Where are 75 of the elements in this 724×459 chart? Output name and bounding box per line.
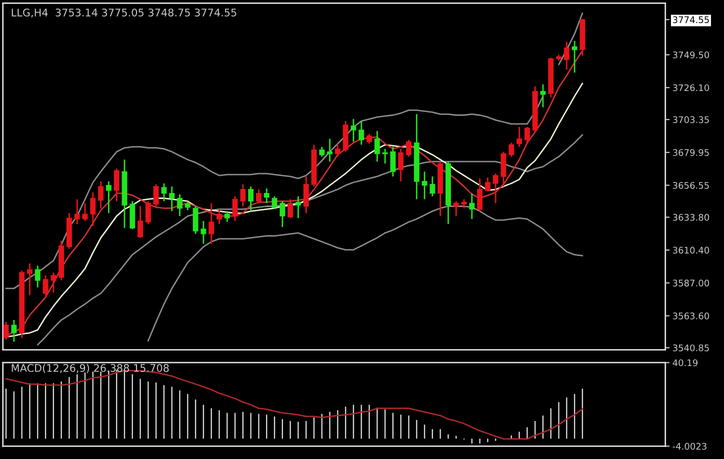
candlestick [295, 196, 301, 219]
y-tick-label: 3610.40 [672, 246, 710, 254]
candlestick [153, 184, 159, 209]
y-tick-label: 3749.50 [672, 51, 710, 58]
candlestick [3, 321, 9, 340]
candlestick [492, 172, 498, 204]
candlestick [390, 146, 396, 178]
candlestick [398, 148, 404, 182]
candlestick [114, 168, 120, 202]
candlestick [232, 196, 238, 222]
y-tick-label: 3703.35 [672, 116, 709, 124]
y-tick-label: -4.0023 [672, 442, 706, 450]
candlestick [11, 319, 17, 342]
y-tick-label: 3656.55 [672, 182, 709, 189]
y-tick-label: 3563.60 [672, 312, 710, 320]
candlestick [540, 84, 546, 108]
candlestick [240, 184, 246, 207]
y-tick-label: 3679.95 [672, 149, 709, 156]
candlestick [453, 200, 459, 217]
candlestick [98, 180, 104, 209]
candlestick [406, 139, 412, 158]
candlestick [319, 146, 325, 158]
candlestick [572, 40, 578, 74]
candlestick [358, 120, 364, 146]
candlestick [82, 202, 88, 222]
candlestick [272, 196, 278, 210]
candlestick [422, 170, 428, 200]
candlestick [280, 200, 286, 228]
candlestick [508, 142, 514, 158]
candlestick [192, 206, 198, 235]
candlestick [216, 208, 222, 225]
candlestick [224, 210, 230, 223]
y-tick-label: 3774.55 [672, 16, 709, 24]
candlestick [484, 176, 490, 192]
candlestick [161, 182, 167, 202]
candlestick [208, 202, 214, 244]
y-tick-label: 3540.85 [672, 344, 709, 352]
candlestick [564, 41, 570, 70]
candlestick [382, 148, 388, 164]
candlestick [303, 176, 309, 214]
candlestick [477, 178, 483, 212]
candlestick [90, 192, 96, 227]
candlestick [334, 143, 340, 158]
candlestick [500, 151, 506, 188]
candlestick [27, 262, 32, 296]
candlestick [74, 198, 80, 225]
candlestick [256, 188, 262, 204]
line-series [36, 134, 584, 346]
candlestick [138, 206, 143, 239]
chart-title: LLG,H4 3753.14 3775.05 3748.75 3774.55 [12, 8, 236, 18]
y-tick-label: 3726.10 [672, 84, 710, 92]
candlestick [366, 133, 372, 144]
y-tick-label: 3587.00 [672, 280, 710, 286]
candlestick [288, 198, 294, 219]
candlestick [264, 188, 270, 204]
candlestick [34, 264, 40, 288]
candlestick [42, 274, 48, 296]
candlestick [430, 176, 436, 197]
y-tick-label: 3633.80 [672, 214, 710, 221]
candlestick [350, 118, 356, 142]
candlestick [200, 220, 206, 244]
candlestick [248, 186, 254, 212]
chart-title: MACD(12,26,9) 26.388 15.708 [12, 364, 169, 374]
candlestick [469, 192, 475, 220]
candlestick [177, 194, 182, 217]
candlestick [50, 272, 56, 294]
candlestick [516, 126, 522, 148]
candlestick [169, 186, 175, 212]
candlestick [374, 130, 380, 162]
candlestick [130, 200, 136, 230]
candlestick [106, 180, 112, 214]
candlestick [327, 138, 332, 162]
y-tick-label: 40.19 [672, 359, 698, 366]
candlestick [145, 200, 151, 225]
candlestick [524, 126, 530, 144]
